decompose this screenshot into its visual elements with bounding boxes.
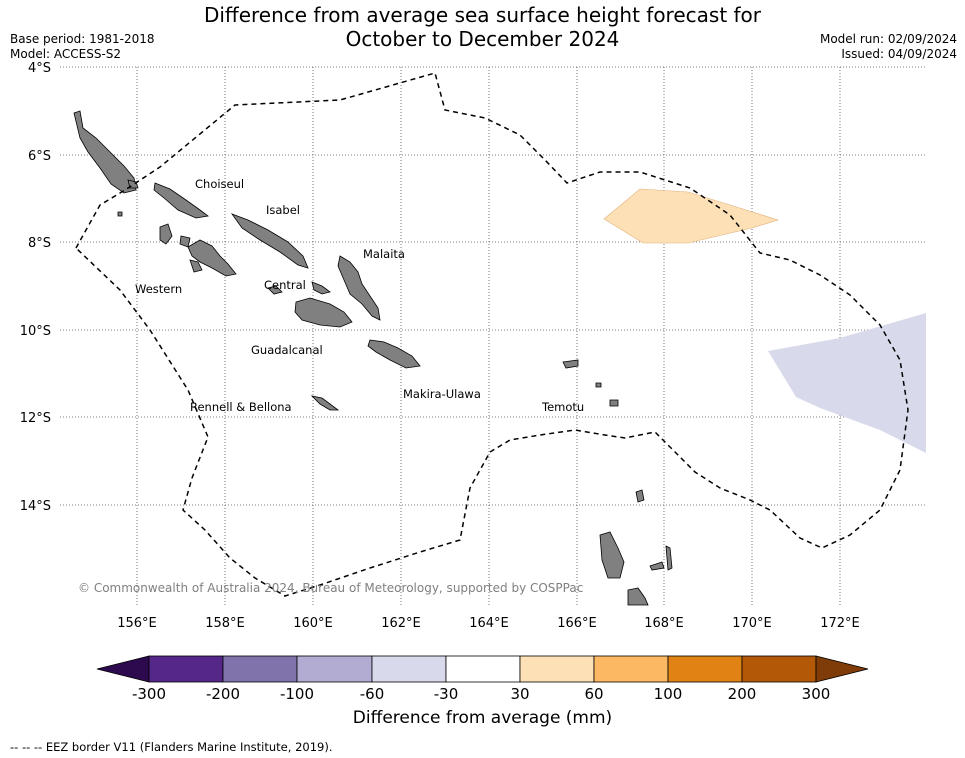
colorbar-extend-high — [815, 655, 869, 683]
province-isabel: Isabel — [266, 203, 300, 217]
lon-label: 160°E — [293, 616, 333, 631]
province-western: Western — [135, 282, 182, 296]
colorbar-segment — [519, 655, 595, 683]
island-isabel — [230, 213, 309, 269]
model-run: Model run: 02/09/2024 — [819, 32, 957, 46]
colorbar-tick: 300 — [802, 685, 831, 703]
lat-label: 4°S — [28, 61, 51, 76]
colorbar-tick: 200 — [728, 685, 757, 703]
copyright-notice: © Commonwealth of Australia 2024, Bureau… — [78, 581, 583, 595]
chart-title: Difference from average sea surface heig… — [0, 3, 965, 51]
model-name: Model: ACCESS-S2 — [10, 47, 122, 61]
gridlines — [60, 66, 926, 605]
eez-footnote: -- -- -- EEZ border V11 (Flanders Marine… — [10, 740, 333, 754]
island-santa-cruz — [562, 359, 579, 369]
lat-label: 8°S — [28, 236, 51, 251]
lon-label: 170°E — [732, 616, 772, 631]
negative-anomaly-patch — [768, 313, 926, 453]
island-vanua-lava — [635, 489, 645, 503]
colorbar-ticks: -300 -200 -100 -60 -30 30 60 100 200 300 — [132, 685, 830, 703]
island-kolombangara — [179, 235, 191, 248]
lon-label: 158°E — [205, 616, 245, 631]
colorbar — [96, 655, 869, 683]
colorbar-segment — [296, 655, 373, 683]
lon-label: 172°E — [820, 616, 860, 631]
lat-label: 10°S — [20, 324, 51, 339]
colorbar-tick: -100 — [280, 685, 314, 703]
title-line-1: Difference from average sea surface heig… — [203, 3, 762, 27]
island-guadalcanal — [294, 297, 353, 328]
colorbar-segment — [593, 655, 669, 683]
colorbar-tick: -200 — [206, 685, 240, 703]
island-utupua — [609, 399, 619, 407]
island-florida — [267, 285, 283, 295]
island-espiritu-santo — [599, 531, 625, 579]
island-malaita — [337, 255, 381, 321]
province-central: Central — [264, 278, 306, 292]
colorbar-tick: 30 — [510, 685, 529, 703]
province-labels: Choiseul Isabel Malaita Western Central … — [135, 177, 584, 414]
island-small-2 — [595, 382, 602, 388]
colorbar-segment — [222, 655, 298, 683]
lon-label: 156°E — [117, 616, 157, 631]
colorbar-segment — [741, 655, 817, 683]
colorbar-tick: 100 — [654, 685, 683, 703]
land — [73, 110, 673, 606]
colorbar-segment — [148, 655, 224, 683]
colorbar-extend-low — [96, 655, 150, 683]
island-choiseul — [153, 182, 209, 219]
lat-label: 12°S — [20, 411, 51, 426]
positive-anomaly-patch — [603, 188, 780, 244]
island-small-1 — [117, 211, 123, 217]
issued-date: Issued: 04/09/2024 — [841, 47, 957, 61]
island-vella — [159, 223, 173, 245]
lon-label: 162°E — [381, 616, 421, 631]
island-bougainville — [73, 110, 137, 194]
base-period: Base period: 1981-2018 — [10, 32, 155, 46]
lat-labels: 4°S 6°S 8°S 10°S 12°S 14°S — [20, 61, 51, 514]
colorbar-label: Difference from average (mm) — [352, 708, 613, 728]
province-choiseul: Choiseul — [195, 177, 244, 191]
colorbar-segment — [445, 655, 521, 683]
meta-left: Base period: 1981-2018 Model: ACCESS-S2 — [10, 32, 155, 62]
lon-label: 166°E — [557, 616, 597, 631]
island-maewo — [665, 545, 673, 571]
colorbar-tick: -300 — [132, 685, 166, 703]
province-malaita: Malaita — [363, 247, 405, 261]
province-guadalcanal: Guadalcanal — [251, 343, 323, 357]
province-temotu: Temotu — [541, 400, 584, 414]
title-line-2: October to December 2024 — [345, 27, 620, 51]
meta-right: Model run: 02/09/2024 Issued: 04/09/2024 — [820, 32, 957, 62]
island-malekula — [627, 587, 649, 606]
island-russell — [311, 281, 331, 295]
lon-label: 164°E — [469, 616, 509, 631]
colorbar-tick: 60 — [584, 685, 603, 703]
province-rennell-bellona: Rennell & Bellona — [190, 400, 292, 414]
island-rennell — [310, 395, 340, 411]
island-makira — [367, 339, 421, 369]
lon-label: 168°E — [644, 616, 684, 631]
lat-label: 14°S — [20, 499, 51, 514]
island-rendova — [189, 259, 203, 273]
colorbar-segment — [371, 655, 447, 683]
colorbar-tick: -60 — [360, 685, 385, 703]
colorbar-tick: -30 — [434, 685, 459, 703]
lon-labels: 156°E 158°E 160°E 162°E 164°E 166°E 168°… — [117, 616, 860, 631]
colorbar-segment — [667, 655, 743, 683]
island-ambae — [649, 561, 665, 571]
lat-label: 6°S — [28, 149, 51, 164]
eez-border — [75, 72, 909, 597]
island-new-georgia — [187, 239, 237, 277]
province-makira-ulawa: Makira-Ulawa — [403, 387, 481, 401]
